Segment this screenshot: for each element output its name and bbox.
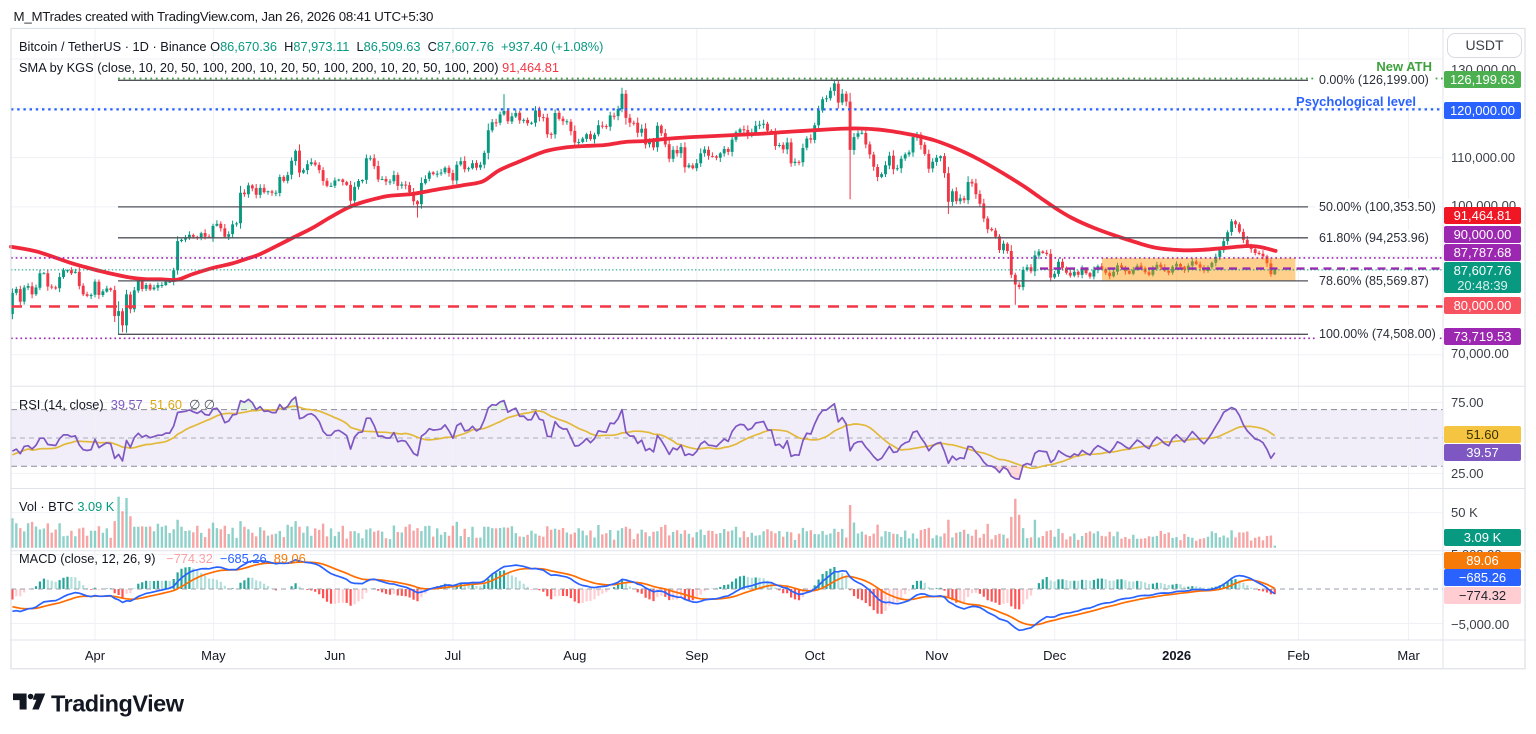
svg-text:TradingView: TradingView xyxy=(51,691,185,717)
